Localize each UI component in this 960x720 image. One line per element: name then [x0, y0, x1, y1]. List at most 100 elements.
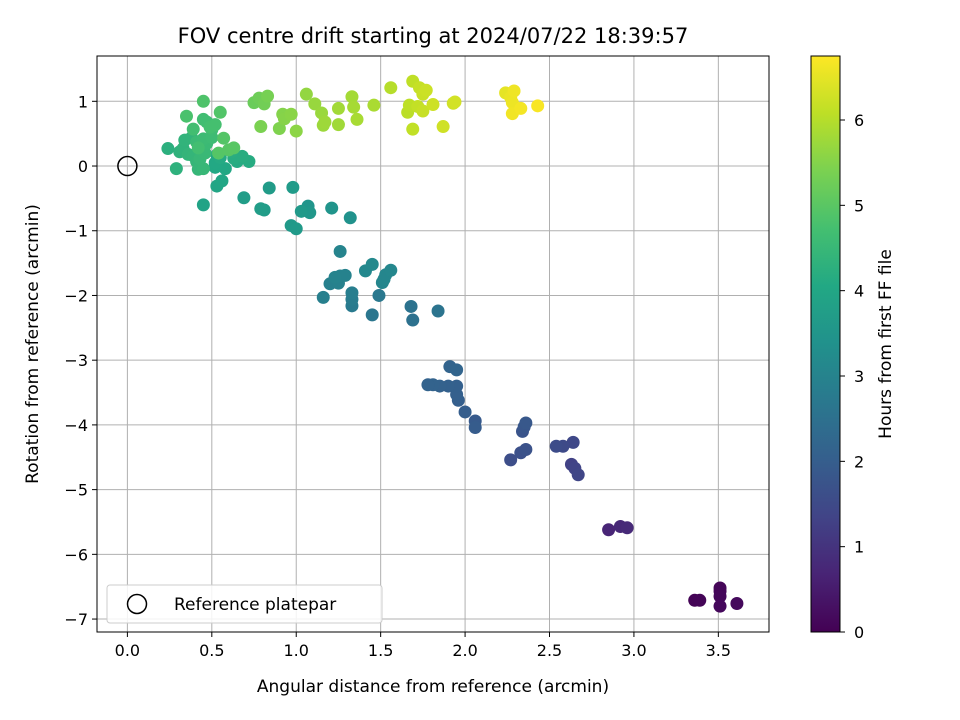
- data-point: [254, 120, 268, 134]
- data-point: [730, 597, 744, 611]
- data-point: [347, 100, 361, 114]
- x-tick-label: 1.5: [368, 641, 393, 660]
- data-point: [458, 405, 472, 419]
- data-point: [227, 141, 241, 155]
- data-point: [419, 83, 433, 97]
- data-point: [345, 90, 359, 104]
- data-point: [213, 105, 227, 119]
- data-point: [208, 118, 222, 132]
- data-point: [602, 523, 616, 537]
- data-point: [179, 109, 193, 123]
- colorbar-tick-label: 1: [854, 538, 864, 557]
- data-point: [404, 299, 418, 313]
- data-point: [372, 288, 386, 302]
- x-tick-label: 1.0: [284, 641, 309, 660]
- y-tick-label: −1: [64, 222, 88, 241]
- colorbar-tick-label: 4: [854, 282, 864, 301]
- data-point: [186, 122, 200, 136]
- data-point: [365, 308, 379, 322]
- data-point: [284, 107, 298, 121]
- data-point: [196, 94, 210, 108]
- data-point: [254, 202, 268, 216]
- data-point: [237, 191, 251, 205]
- data-point: [169, 162, 183, 176]
- data-point: [367, 98, 381, 112]
- x-tick-label: 3.5: [706, 641, 731, 660]
- data-point: [289, 124, 303, 138]
- colorbar-label: Hours from first FF file: [876, 249, 896, 439]
- reference-point-marker: [117, 155, 138, 177]
- data-point: [212, 146, 226, 160]
- data-point: [318, 115, 332, 129]
- data-point: [338, 268, 352, 282]
- data-point: [507, 84, 521, 98]
- data-points: [161, 74, 744, 613]
- data-point: [365, 257, 379, 271]
- data-point: [272, 121, 286, 135]
- data-point: [549, 439, 563, 453]
- data-point: [566, 435, 580, 449]
- data-point: [384, 81, 398, 95]
- x-tick-label: 0.0: [115, 641, 140, 660]
- data-point: [713, 599, 727, 613]
- x-axis-label: Angular distance from reference (arcmin): [257, 677, 609, 697]
- data-point: [191, 141, 205, 155]
- legend-marker-reference: [126, 593, 148, 615]
- x-tick-label: 3.0: [621, 641, 646, 660]
- data-point: [196, 198, 210, 212]
- y-tick-label: 1: [78, 92, 88, 111]
- data-point: [331, 101, 345, 115]
- legend-box: [106, 584, 383, 624]
- legend: Reference platepar: [106, 584, 383, 624]
- data-point: [448, 95, 462, 109]
- x-tick-label: 2.5: [537, 641, 562, 660]
- colorbar-tick-label: 5: [854, 196, 864, 215]
- data-point: [325, 201, 339, 215]
- data-point: [294, 204, 308, 218]
- data-point: [713, 589, 727, 603]
- data-point: [261, 89, 275, 103]
- x-tick-label: 2.0: [452, 641, 477, 660]
- y-axis-ticks: 1 0 −1 −2 −3 −4 −5 −6 −7: [64, 92, 97, 629]
- data-point: [235, 149, 249, 163]
- legend-label-reference: Reference platepar: [174, 595, 336, 615]
- data-point: [215, 174, 229, 188]
- data-point: [406, 313, 420, 327]
- colorbar-tick-label: 0: [854, 623, 864, 642]
- data-point: [384, 263, 398, 277]
- y-tick-label: 0: [78, 157, 88, 176]
- data-point: [504, 453, 518, 467]
- data-point: [693, 593, 707, 607]
- x-tick-label: 0.5: [199, 641, 224, 660]
- data-point: [436, 120, 450, 134]
- data-point: [450, 363, 464, 377]
- colorbar: [810, 55, 841, 633]
- x-axis-ticks: 0.0 0.5 1.0 1.5 2.0 2.5 3.0 3.5: [115, 632, 731, 660]
- data-point: [519, 416, 533, 430]
- data-point: [343, 211, 357, 225]
- colorbar-tick-label: 6: [854, 111, 864, 130]
- colorbar-tick-label: 3: [854, 367, 864, 386]
- data-point: [426, 98, 440, 112]
- data-point: [468, 420, 482, 434]
- y-tick-label: −6: [64, 545, 88, 564]
- data-point: [289, 222, 303, 236]
- data-point: [333, 244, 347, 258]
- data-point: [218, 162, 232, 176]
- data-point: [286, 180, 300, 194]
- data-point: [431, 304, 445, 318]
- data-point: [514, 101, 528, 115]
- y-axis-label: Rotation from reference (arcmin): [23, 204, 43, 484]
- y-tick-label: −4: [64, 416, 88, 435]
- plot-frame: [96, 55, 770, 633]
- data-point: [161, 142, 175, 156]
- data-point: [345, 286, 359, 300]
- chart-title: FOV centre drift starting at 2024/07/22 …: [178, 24, 689, 48]
- y-tick-label: −3: [64, 351, 88, 370]
- data-point: [299, 87, 313, 101]
- y-tick-label: −2: [64, 286, 88, 305]
- data-point: [519, 442, 533, 456]
- data-point: [217, 131, 231, 145]
- colorbar-ticks: 0 1 2 3 4 5 6: [840, 111, 864, 642]
- data-point: [571, 468, 585, 482]
